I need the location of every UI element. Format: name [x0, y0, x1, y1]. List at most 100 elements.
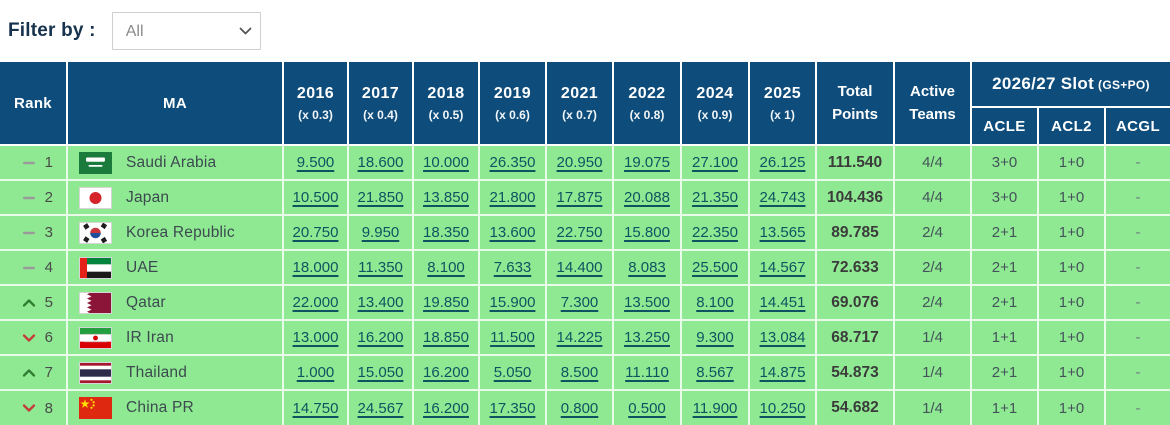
score-link[interactable]: 26.125 — [759, 154, 806, 171]
score-cell: 21.850 — [347, 179, 414, 216]
score-link[interactable]: 16.200 — [423, 399, 469, 417]
score-link[interactable]: 15.900 — [489, 294, 536, 311]
score-link[interactable]: 19.850 — [423, 294, 469, 311]
score-link[interactable]: 13.600 — [489, 224, 536, 241]
score-link[interactable]: 16.200 — [423, 364, 469, 381]
score-link[interactable]: 13.500 — [624, 294, 670, 311]
score-link[interactable]: 20.750 — [292, 224, 339, 241]
score-link[interactable]: 0.500 — [628, 399, 666, 417]
score-cell: 16.200 — [347, 319, 414, 356]
score-link[interactable]: 13.400 — [357, 294, 404, 311]
country-name: Korea Republic — [126, 223, 235, 241]
score-link[interactable]: 13.250 — [624, 329, 670, 346]
filter-select[interactable]: All — [111, 12, 261, 50]
score-link[interactable]: 5.050 — [493, 364, 532, 381]
score-link[interactable]: 10.500 — [292, 189, 339, 206]
score-link[interactable]: 18.600 — [357, 154, 404, 171]
score-link[interactable]: 8.083 — [628, 259, 666, 276]
score-link[interactable]: 14.451 — [759, 294, 806, 311]
score-link[interactable]: 13.850 — [423, 189, 469, 206]
score-link[interactable]: 14.567 — [759, 259, 806, 276]
score-cell: 13.500 — [612, 284, 682, 321]
score-link[interactable]: 11.110 — [625, 364, 669, 381]
score-link[interactable]: 8.500 — [560, 364, 599, 381]
score-link[interactable]: 11.350 — [358, 259, 403, 276]
score-link[interactable]: 22.750 — [556, 224, 603, 241]
ma-cell: Korea Republic — [66, 214, 284, 251]
year-multiplier: (x 0.6) — [495, 107, 530, 122]
ranking-table: Rank MA 2016 (x 0.3) 2017 (x 0.4) 2018 (… — [0, 62, 1170, 425]
score-link[interactable]: 7.633 — [493, 259, 532, 276]
score-link[interactable]: 11.900 — [692, 399, 738, 417]
score-cell: 5.050 — [478, 354, 547, 391]
score-cell: 17.350 — [478, 389, 547, 425]
score-link[interactable]: 14.875 — [759, 364, 806, 381]
score-link[interactable]: 16.200 — [357, 329, 404, 346]
score-link[interactable]: 9.300 — [696, 329, 734, 346]
score-cell: 0.500 — [612, 389, 682, 425]
score-link[interactable]: 18.000 — [292, 259, 339, 276]
score-cell: 13.850 — [412, 179, 480, 216]
header-year-2017: 2017 (x 0.4) — [347, 62, 414, 146]
score-link[interactable]: 10.000 — [423, 154, 469, 171]
score-link[interactable]: 9.950 — [361, 224, 400, 241]
score-link[interactable]: 22.350 — [692, 224, 738, 241]
header-year-2024: 2024 (x 0.9) — [680, 62, 750, 146]
score-link[interactable]: 13.084 — [759, 329, 806, 346]
score-link[interactable]: 11.500 — [490, 329, 535, 346]
score-cell: 20.088 — [612, 179, 682, 216]
score-link[interactable]: 26.350 — [489, 154, 536, 171]
score-link[interactable]: 14.225 — [556, 329, 603, 346]
acle-cell: 2+1 — [970, 284, 1039, 321]
score-link[interactable]: 8.100 — [427, 259, 465, 276]
acgl-cell: - — [1104, 389, 1170, 425]
rank-cell: 4 — [0, 249, 68, 286]
score-link[interactable]: 7.300 — [560, 294, 599, 311]
score-link[interactable]: 14.400 — [556, 259, 603, 276]
year-label: 2018 — [427, 84, 465, 102]
score-link[interactable]: 14.750 — [292, 399, 339, 417]
score-link[interactable]: 10.250 — [759, 399, 806, 417]
table-row: 7 Thailand 1.000 15.050 16.200 5.050 8.500 11.1… — [0, 354, 1170, 391]
score-link[interactable]: 25.500 — [692, 259, 738, 276]
flag-korea-republic-icon — [79, 221, 112, 244]
score-link[interactable]: 18.350 — [423, 224, 469, 241]
score-link[interactable]: 19.075 — [624, 154, 670, 171]
score-link[interactable]: 1.000 — [296, 364, 335, 381]
total-points-cell: 68.717 — [815, 319, 895, 356]
year-multiplier: (x 1) — [770, 107, 795, 122]
score-link[interactable]: 8.100 — [696, 294, 734, 311]
header-year-2016: 2016 (x 0.3) — [282, 62, 349, 146]
header-year-2022: 2022 (x 0.8) — [612, 62, 682, 146]
score-link[interactable]: 20.088 — [624, 189, 670, 206]
header-active-teams: Active Teams — [893, 62, 972, 146]
score-link[interactable]: 20.950 — [556, 154, 603, 171]
score-link[interactable]: 24.567 — [357, 399, 404, 417]
score-link[interactable]: 13.565 — [759, 224, 806, 241]
score-link[interactable]: 24.743 — [759, 189, 806, 206]
table-header: Rank MA 2016 (x 0.3) 2017 (x 0.4) 2018 (… — [0, 62, 1170, 146]
score-link[interactable]: 18.850 — [423, 329, 469, 346]
score-link[interactable]: 21.350 — [692, 189, 738, 206]
score-link[interactable]: 17.875 — [556, 189, 603, 206]
score-cell: 11.350 — [347, 249, 414, 286]
score-link[interactable]: 13.000 — [292, 329, 339, 346]
score-link[interactable]: 15.050 — [357, 364, 404, 381]
score-link[interactable]: 0.800 — [560, 399, 599, 417]
ma-cell: Thailand — [66, 354, 284, 391]
score-link[interactable]: 21.800 — [489, 189, 536, 206]
score-link[interactable]: 21.850 — [357, 189, 404, 206]
header-acle: ACLE — [971, 106, 1039, 146]
score-cell: 18.850 — [412, 319, 480, 356]
score-link[interactable]: 9.500 — [296, 154, 335, 171]
table-row: 4 UAE 18.000 11.350 8.100 7.633 14.400 8.083 25.… — [0, 249, 1170, 286]
score-link[interactable]: 8.567 — [696, 364, 734, 381]
slot-group-label: 2026/27 Slot — [992, 74, 1095, 93]
score-cell: 22.750 — [545, 214, 614, 251]
active-teams-cell: 1/4 — [893, 319, 972, 356]
score-link[interactable]: 17.350 — [489, 399, 536, 417]
score-link[interactable]: 15.800 — [624, 224, 670, 241]
score-link[interactable]: 27.100 — [692, 154, 738, 171]
score-link[interactable]: 22.000 — [292, 294, 339, 311]
score-cell: 20.950 — [545, 144, 614, 181]
